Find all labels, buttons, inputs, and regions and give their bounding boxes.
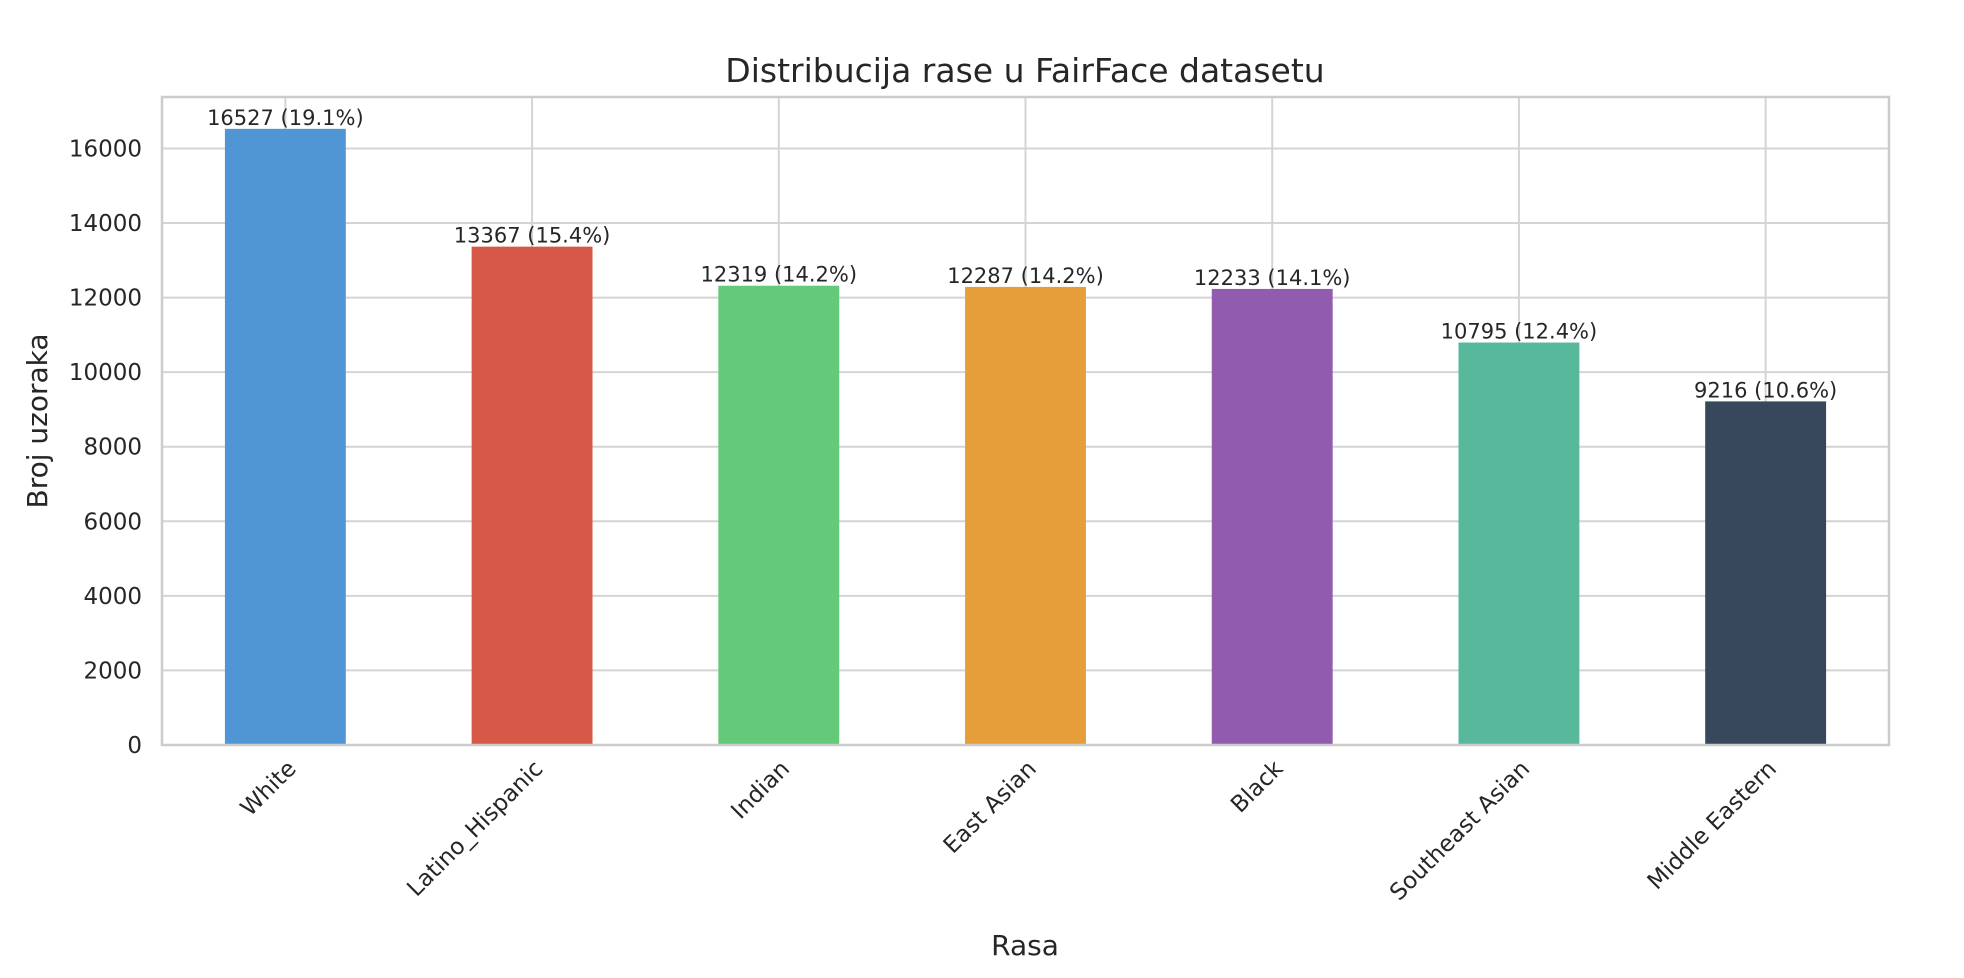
bar-value-label: 13367 (15.4%) [454,224,611,248]
y-tick-label: 0 [127,733,142,759]
plot-frame [160,95,1891,747]
y-axis-ticks: 0 2000 4000 6000 8000 10000 12000 14000 16000 [69,136,142,759]
y-tick-label: 10000 [69,360,142,386]
y-tick-label: 16000 [69,136,142,162]
bar-middle-eastern [1705,401,1827,745]
y-tick-label: 8000 [83,435,142,461]
chart-title: Distribucija rase u FairFace datasetu [725,51,1324,90]
y-axis-label: Broj uzoraka [21,333,54,508]
x-tick-label: White [236,756,302,822]
bar-latino-hispanic [471,246,593,745]
data-labels: 16527 (19.1%) 13367 (15.4%) 12319 (14.2%) 1… [207,106,1837,403]
bar-east-asian [965,286,1086,745]
bar-white [224,128,346,746]
bar-indian [718,285,840,745]
x-tick-label: Black [1226,755,1289,818]
x-tick-label: East Asian [939,756,1042,859]
bar-southeast-asian [1458,342,1580,745]
bar-value-label: 12287 (14.2%) [947,264,1104,288]
y-tick-label: 4000 [83,584,142,610]
x-tick-label: Indian [726,756,795,825]
y-tick-label: 12000 [69,286,142,312]
x-axis-label: Rasa [991,929,1059,962]
y-tick-label: 6000 [83,509,142,535]
y-tick-label: 2000 [83,658,142,684]
bars [224,128,1827,746]
x-tick-label: Middle Eastern [1643,756,1782,895]
bar-value-label: 16527 (19.1%) [207,106,364,130]
bar-black [1211,288,1333,745]
x-tick-label: Latino_Hispanic [402,756,548,902]
bar-value-label: 12233 (14.1%) [1194,266,1351,290]
x-axis-ticks: White Latino_Hispanic Indian East Asian Blac… [236,755,1782,906]
bar-value-label: 9216 (10.6%) [1694,378,1837,402]
x-tick-label: Southeast Asian [1385,756,1535,906]
y-tick-label: 14000 [69,211,142,237]
bar-value-label: 10795 (12.4%) [1441,320,1598,344]
bar-value-label: 12319 (14.2%) [700,263,857,287]
